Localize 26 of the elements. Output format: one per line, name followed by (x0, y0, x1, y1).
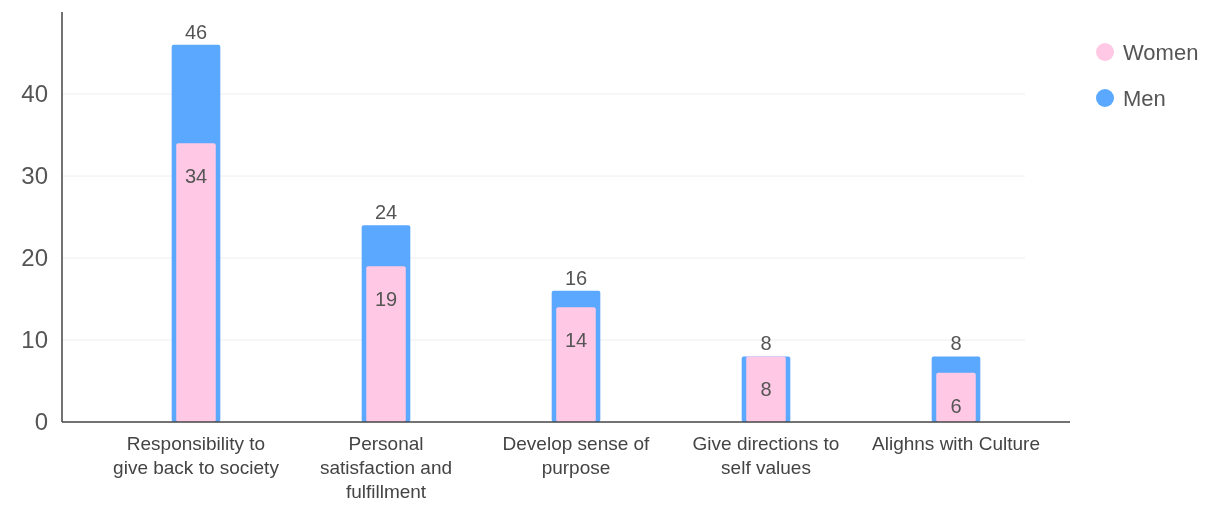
y-tick-label: 10 (21, 326, 48, 354)
data-label: 14 (564, 329, 588, 352)
x-tick-label: Alighns with Culture (872, 433, 1040, 454)
data-label: 19 (374, 288, 398, 311)
data-label: 6 (950, 394, 962, 417)
y-tick-label: 20 (21, 244, 48, 272)
y-tick-label: 30 (21, 162, 48, 190)
bar (936, 372, 976, 422)
bar (366, 266, 406, 422)
bar (176, 143, 216, 422)
x-tick-label: Develop sense of purpose (502, 433, 651, 478)
data-label: 8 (950, 332, 962, 355)
data-label: 46 (184, 20, 208, 43)
data-label: 8 (760, 332, 772, 355)
data-label: 34 (184, 165, 208, 188)
y-tick-label: 0 (34, 408, 48, 436)
x-tick-label: Personal satisfaction and fulfillment (319, 433, 453, 502)
bar (556, 307, 596, 422)
y-tick-label: 40 (21, 80, 48, 108)
x-tick-label: Give directions to self values (692, 433, 840, 478)
data-label: 16 (564, 266, 588, 289)
data-label: 24 (374, 201, 398, 224)
legend-label: Men (1123, 85, 1166, 111)
x-tick-label: Responsibility to give back to society (113, 433, 280, 478)
data-label: 8 (760, 378, 772, 401)
legend-label: Women (1123, 39, 1199, 65)
